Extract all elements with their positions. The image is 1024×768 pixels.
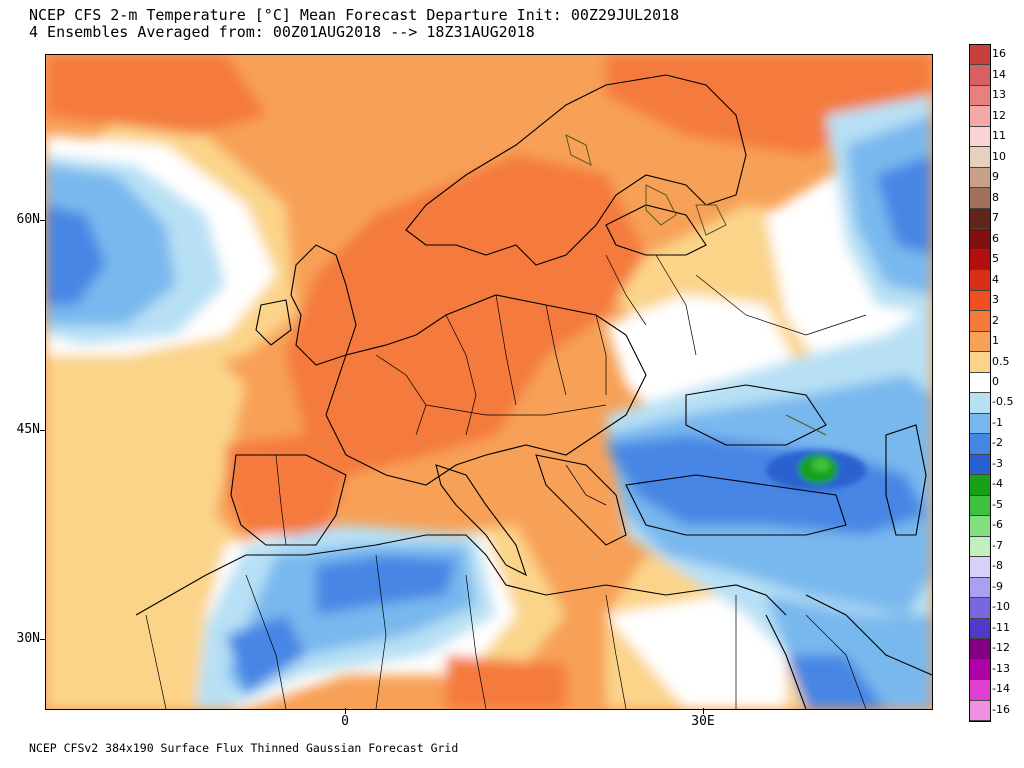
- colorbar-swatch: [970, 659, 990, 681]
- colorbar-label: 13: [992, 88, 1006, 102]
- colorbar-swatch: [970, 167, 990, 189]
- lat-label-60n: 60N: [16, 212, 40, 227]
- lakes: [565, 134, 827, 436]
- anomaly-contour-fills: [46, 55, 932, 709]
- colorbar-swatch: [970, 475, 990, 496]
- colorbar-swatch: [970, 270, 990, 291]
- colorbar-swatch: [970, 598, 990, 619]
- colorbar-swatch: [970, 577, 990, 599]
- lon-label-0: 0: [341, 714, 349, 729]
- colorbar-label: 10: [992, 149, 1006, 163]
- country-borders: [145, 254, 867, 709]
- colorbar-label: 12: [992, 108, 1006, 122]
- colorbar-label: -8: [992, 559, 1003, 573]
- colorbar-swatch: [970, 290, 990, 312]
- colorbar-label: -1: [992, 415, 1003, 429]
- colorbar-swatch: [970, 618, 990, 640]
- colorbar-swatch: [970, 454, 990, 476]
- lat-label-45n: 45N: [16, 422, 40, 437]
- colorbar-label: 7: [992, 211, 999, 225]
- colorbar-swatch: [970, 639, 990, 660]
- colorbar-label: -10: [992, 600, 1010, 614]
- colorbar-swatch: [970, 372, 990, 394]
- colorbar-swatch: [970, 557, 990, 578]
- colorbar-label: -0.5: [992, 395, 1014, 409]
- colorbar-label: -12: [992, 641, 1010, 655]
- colorbar-label: 16: [992, 47, 1006, 61]
- colorbar-label: 3: [992, 293, 999, 307]
- colorbar-label: -4: [992, 477, 1003, 491]
- colorbar-swatch: [970, 208, 990, 230]
- lat-tick-45n: [40, 430, 46, 431]
- colorbar-label: -6: [992, 518, 1003, 532]
- map-canvas: [46, 55, 932, 709]
- colorbar-label: -3: [992, 456, 1003, 470]
- colorbar-label: 11: [992, 129, 1006, 143]
- colorbar: [969, 44, 991, 722]
- colorbar-label: 8: [992, 190, 999, 204]
- colorbar-label: 6: [992, 231, 999, 245]
- colorbar-swatch: [970, 700, 990, 721]
- colorbar-label: 1: [992, 334, 999, 348]
- colorbar-swatch: [970, 106, 990, 127]
- colorbar-swatch: [970, 516, 990, 537]
- colorbar-swatch: [970, 126, 990, 148]
- colorbar-label: -9: [992, 579, 1003, 593]
- colorbar-swatch: [970, 229, 990, 250]
- grid-info-footer: NCEP CFSv2 384x190 Surface Flux Thinned …: [29, 741, 459, 755]
- colorbar-swatch: [970, 331, 990, 353]
- colorbar-swatch: [970, 413, 990, 435]
- cold-anomaly-spot: [766, 450, 866, 490]
- colorbar-swatch: [970, 45, 990, 66]
- colorbar-label: -16: [992, 702, 1010, 716]
- map-title-line-1: NCEP CFS 2-m Temperature [°C] Mean Forec…: [29, 6, 680, 24]
- colorbar-swatch: [970, 495, 990, 517]
- colorbar-label: 0.5: [992, 354, 1010, 368]
- lon-tick-30e: [703, 708, 704, 714]
- colorbar-swatch: [970, 147, 990, 168]
- colorbar-swatch: [970, 65, 990, 86]
- colorbar-swatch: [970, 352, 990, 373]
- colorbar-label: 14: [992, 67, 1006, 81]
- lat-tick-60n: [40, 220, 46, 221]
- colorbar-label: 5: [992, 252, 999, 266]
- colorbar-swatch: [970, 85, 990, 107]
- coastlines: [135, 74, 932, 709]
- lat-label-30n: 30N: [16, 631, 40, 646]
- colorbar-label: 0: [992, 375, 999, 388]
- colorbar-label: -7: [992, 538, 1003, 552]
- map-title-line-2: 4 Ensembles Averaged from: 00Z01AUG2018 …: [29, 23, 535, 41]
- temperature-anomaly-map: [45, 54, 933, 710]
- colorbar-swatch: [970, 536, 990, 558]
- lon-tick-0: [345, 708, 346, 714]
- lat-tick-30n: [40, 639, 46, 640]
- colorbar-swatch: [970, 188, 990, 209]
- colorbar-label: 9: [992, 170, 999, 184]
- colorbar-swatch: [970, 680, 990, 701]
- colorbar-label: 2: [992, 313, 999, 327]
- colorbar-label: -11: [992, 620, 1010, 634]
- colorbar-swatch: [970, 434, 990, 455]
- colorbar-swatch: [970, 311, 990, 332]
- colorbar-label: 4: [992, 272, 999, 286]
- colorbar-swatch: [970, 249, 990, 271]
- lon-label-30e: 30E: [691, 714, 715, 729]
- colorbar-swatch: [970, 393, 990, 414]
- colorbar-label: -14: [992, 682, 1010, 696]
- colorbar-label: -13: [992, 661, 1010, 675]
- colorbar-label: -5: [992, 497, 1003, 511]
- colorbar-label: -2: [992, 436, 1003, 450]
